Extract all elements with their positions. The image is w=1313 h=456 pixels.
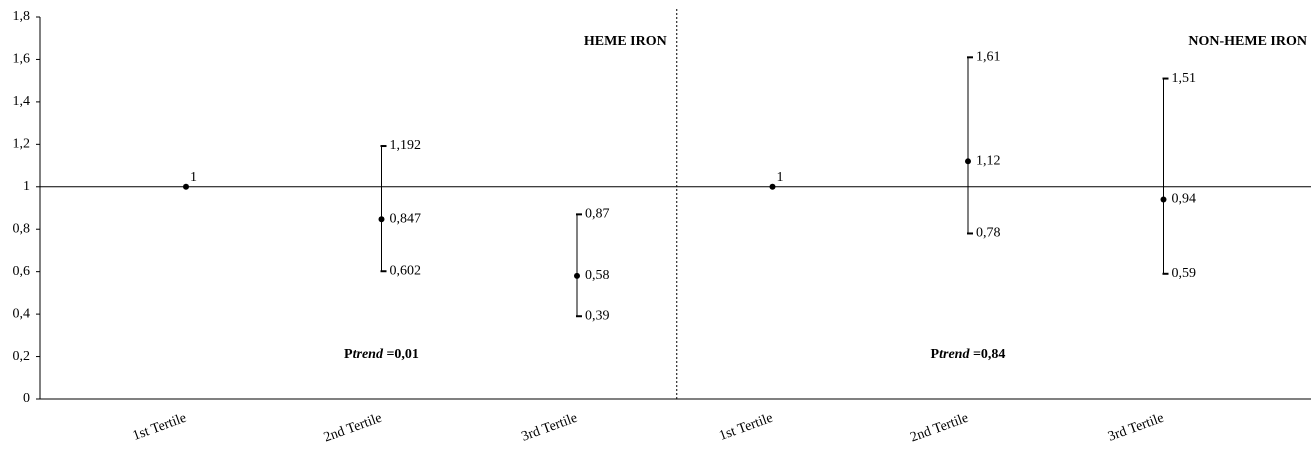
value-label: 0,58 [585, 268, 610, 283]
x-tick-label: 1st Tertile [131, 411, 189, 444]
panel-title: HEME IRON [584, 34, 667, 49]
upper-label: 1,61 [976, 50, 1001, 65]
point [769, 183, 776, 190]
point [183, 183, 189, 190]
value-label: 0,847 [390, 211, 422, 226]
y-tick-label: 1,8 [13, 9, 31, 24]
p-trend: Ptrend =0,01 [344, 347, 419, 362]
y-tick-label: 0,2 [13, 349, 31, 364]
value-label: 1 [190, 170, 197, 185]
upper-label: 1,192 [390, 138, 422, 153]
p-trend-italic: trend [939, 347, 970, 362]
p-trend-prefix: P [931, 347, 940, 362]
y-tick-label: 0,6 [13, 264, 31, 279]
x-tick-label: 3rd Tertile [1106, 411, 1166, 445]
lower-label: 0,59 [1172, 266, 1197, 281]
point [574, 272, 580, 279]
y-tick-label: 1,4 [13, 94, 31, 109]
upper-label: 0,87 [585, 207, 610, 222]
panel-title: NON-HEME IRON [1188, 34, 1307, 49]
x-tick-label: 2nd Tertile [322, 411, 384, 446]
y-tick-label: 1,6 [13, 52, 31, 67]
point [378, 216, 385, 223]
p-trend-italic: trend [353, 347, 384, 362]
lower-label: 0,602 [390, 263, 422, 278]
x-tick-label: 2nd Tertile [908, 411, 970, 446]
y-tick-label: 1 [23, 179, 30, 194]
y-tick-label: 1,2 [13, 137, 31, 152]
point [1160, 196, 1167, 203]
y-tick-label: 0,8 [13, 221, 31, 236]
p-trend-prefix: P [344, 347, 353, 362]
y-tick-label: 0,4 [13, 306, 31, 321]
value-label: 0,94 [1172, 192, 1197, 207]
p-trend-suffix: =0,84 [969, 347, 1005, 362]
p-trend-suffix: =0,01 [383, 347, 419, 362]
y-tick-label: 0 [23, 391, 30, 406]
upper-label: 1,51 [1172, 71, 1197, 86]
x-tick-label: 3rd Tertile [520, 411, 580, 445]
lower-label: 0,39 [585, 308, 610, 323]
p-trend: Ptrend =0,84 [931, 347, 1006, 362]
point [965, 158, 971, 165]
x-tick-label: 1st Tertile [717, 411, 775, 444]
lower-label: 0,78 [976, 226, 1001, 241]
value-label: 1,12 [976, 154, 1001, 169]
value-label: 1 [777, 170, 784, 185]
